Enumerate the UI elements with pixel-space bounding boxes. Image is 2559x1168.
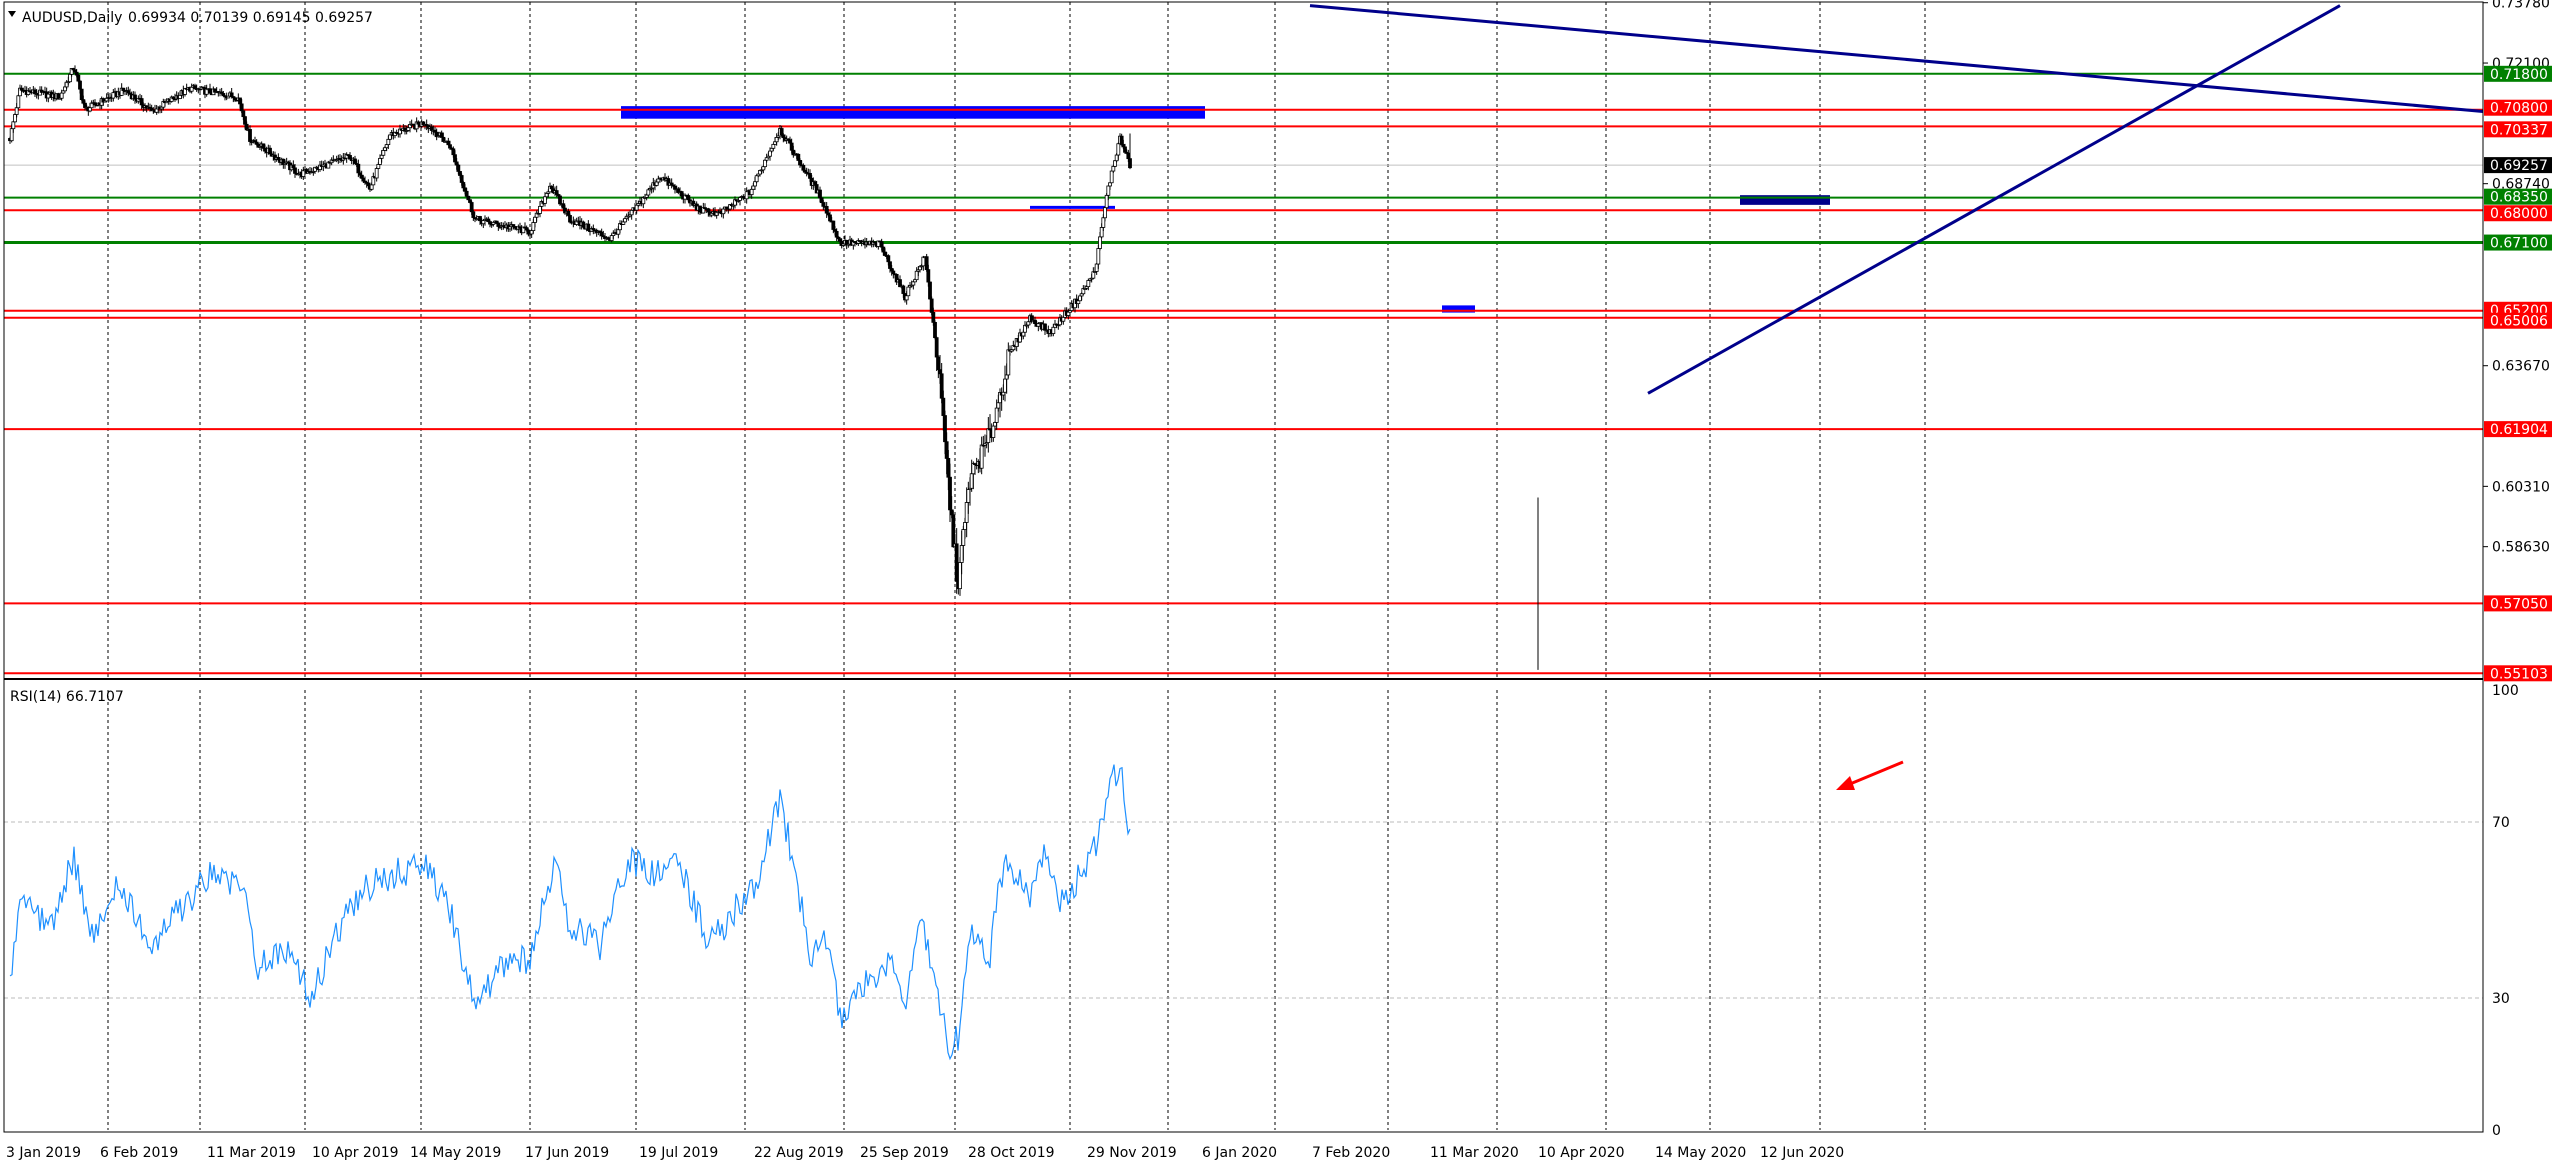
rsi-label: RSI(14) 66.7107 — [10, 689, 124, 705]
svg-text:0.69257: 0.69257 — [2490, 158, 2548, 174]
supply-demand-zone[interactable] — [621, 106, 1205, 119]
candle — [1109, 170, 1114, 184]
symbol-label: AUDUSD,Daily — [22, 10, 122, 26]
svg-text:0.67100: 0.67100 — [2490, 236, 2548, 252]
trendlines — [1309, 4, 2484, 395]
rsi-indicator — [9, 764, 1131, 1061]
level-price-label: 0.55103 — [2484, 665, 2552, 682]
date-tick-label: 11 Mar 2019 — [207, 1145, 296, 1161]
date-tick-label: 12 Jun 2020 — [1760, 1145, 1844, 1161]
chart-frame — [3, 1, 2484, 1133]
level-price-label: 0.65006 — [2484, 312, 2552, 330]
date-tick-label: 25 Sep 2019 — [860, 1145, 949, 1161]
level-price-label: 0.68350 — [2484, 188, 2552, 206]
arrow-head-icon — [1836, 776, 1855, 790]
level-price-label: 0.71800 — [2484, 65, 2552, 83]
svg-text:0.70800: 0.70800 — [2490, 101, 2548, 117]
candle — [796, 153, 801, 162]
ohlc-readout: 0.69934 0.70139 0.69145 0.69257 — [128, 10, 373, 26]
svg-text:0.70337: 0.70337 — [2490, 122, 2548, 138]
price-candles — [8, 65, 1539, 670]
candle — [928, 281, 932, 300]
level-price-label: 0.70800 — [2484, 99, 2552, 117]
candle — [388, 134, 392, 141]
price-tick-label: 0.68740 — [2492, 177, 2550, 193]
price-tick-label: 0.73780 — [2492, 0, 2550, 12]
date-tick-label: 28 Oct 2019 — [968, 1145, 1055, 1161]
level-price-label: 0.67100 — [2484, 234, 2552, 252]
svg-text:0.68350: 0.68350 — [2490, 190, 2548, 206]
axes: 0.737800.721000.687400.636700.603100.586… — [6, 0, 2550, 1161]
rsi-scale-label: 0 — [2492, 1123, 2501, 1139]
rsi-scale-label: 100 — [2492, 683, 2519, 699]
candle — [16, 94, 21, 110]
price-tick-label: 0.63670 — [2492, 359, 2550, 375]
horizontal-levels — [4, 72, 2483, 675]
candle — [933, 320, 937, 340]
date-tick-label: 19 Jul 2019 — [639, 1145, 718, 1161]
supply-demand-zone[interactable] — [1442, 305, 1475, 313]
svg-text:0.68000: 0.68000 — [2490, 206, 2548, 222]
grid — [4, 2, 2483, 1130]
trendline-resistance[interactable] — [1309, 4, 2484, 114]
level-price-label: 0.61904 — [2484, 421, 2552, 438]
price-tick-label: 0.58630 — [2492, 540, 2550, 556]
date-tick-label: 14 May 2020 — [1655, 1145, 1746, 1161]
rsi-scale-label: 70 — [2492, 815, 2510, 831]
price-tick-label: 0.60310 — [2492, 479, 2550, 495]
date-tick-label: 22 Aug 2019 — [754, 1145, 844, 1161]
date-tick-label: 6 Jan 2020 — [1202, 1145, 1277, 1161]
date-tick-label: 10 Apr 2020 — [1538, 1145, 1625, 1161]
date-tick-label: 29 Nov 2019 — [1087, 1145, 1177, 1161]
svg-text:0.65006: 0.65006 — [2490, 314, 2548, 330]
symbol-menu-triangle-icon[interactable] — [8, 11, 16, 17]
rsi-line — [9, 764, 1131, 1061]
candle — [924, 253, 929, 272]
svg-text:0.71800: 0.71800 — [2490, 67, 2548, 83]
date-tick-label: 3 Jan 2019 — [6, 1145, 81, 1161]
candle — [1128, 133, 1132, 170]
annotation-arrow — [1836, 760, 1904, 790]
date-tick-label: 7 Feb 2020 — [1312, 1145, 1390, 1161]
level-price-labels: 0.71800 0.70800 0.70337 0.69257 0.683500.680… — [2484, 65, 2552, 682]
candle — [79, 88, 84, 101]
date-tick-label: 17 Jun 2019 — [525, 1145, 609, 1161]
trendline-support[interactable] — [1647, 4, 2341, 395]
date-tick-label: 10 Apr 2019 — [312, 1145, 399, 1161]
arrow-shaft[interactable] — [1849, 760, 1904, 786]
level-price-label: 0.68000 — [2484, 205, 2552, 222]
svg-text:0.57050: 0.57050 — [2490, 596, 2548, 612]
level-price-label: 0.57050 — [2484, 595, 2552, 612]
supply-demand-zone[interactable] — [1740, 195, 1830, 205]
candle — [951, 510, 956, 548]
date-tick-label: 11 Mar 2020 — [1430, 1145, 1519, 1161]
date-tick-label: 14 May 2019 — [410, 1145, 501, 1161]
level-price-label: 0.69257 — [2484, 157, 2552, 174]
svg-text:0.55103: 0.55103 — [2490, 666, 2548, 682]
svg-text:0.61904: 0.61904 — [2490, 422, 2548, 438]
date-tick-label: 6 Feb 2019 — [100, 1145, 178, 1161]
level-price-label: 0.70337 — [2484, 121, 2552, 138]
rsi-scale-label: 30 — [2492, 991, 2510, 1007]
